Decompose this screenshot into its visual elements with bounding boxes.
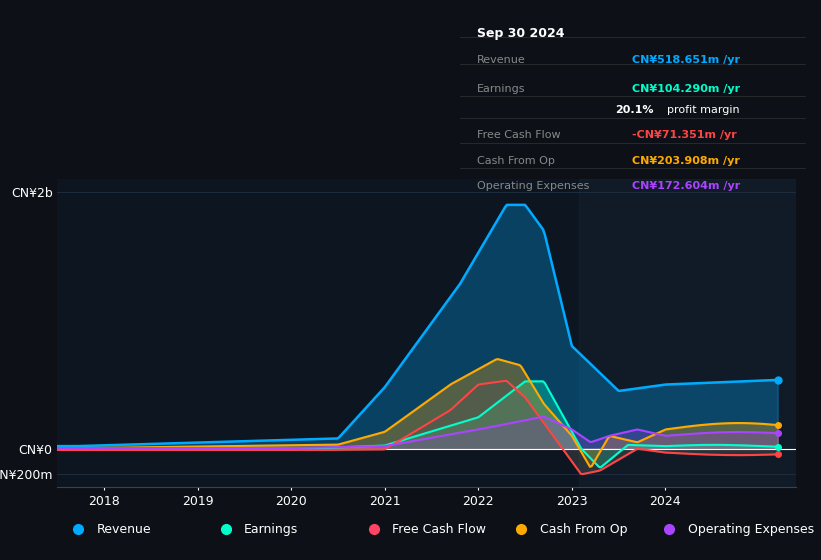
- Text: Cash From Op: Cash From Op: [477, 156, 555, 166]
- Text: -CN¥71.351m /yr: -CN¥71.351m /yr: [632, 130, 737, 141]
- Text: Operating Expenses: Operating Expenses: [688, 522, 814, 536]
- Text: Revenue: Revenue: [477, 55, 525, 65]
- Text: Sep 30 2024: Sep 30 2024: [477, 26, 565, 40]
- Text: CN¥518.651m /yr: CN¥518.651m /yr: [632, 55, 741, 65]
- Bar: [580, 179, 805, 487]
- Text: Revenue: Revenue: [97, 522, 151, 536]
- Text: CN¥203.908m /yr: CN¥203.908m /yr: [632, 156, 740, 166]
- Text: Cash From Op: Cash From Op: [540, 522, 627, 536]
- Text: 20.1%: 20.1%: [615, 105, 654, 115]
- Text: Earnings: Earnings: [245, 522, 299, 536]
- Text: CN¥104.290m /yr: CN¥104.290m /yr: [632, 84, 741, 94]
- Text: Operating Expenses: Operating Expenses: [477, 181, 589, 190]
- Text: Free Cash Flow: Free Cash Flow: [392, 522, 486, 536]
- Text: Earnings: Earnings: [477, 84, 525, 94]
- Text: profit margin: profit margin: [667, 105, 739, 115]
- Text: CN¥172.604m /yr: CN¥172.604m /yr: [632, 181, 741, 190]
- Text: Free Cash Flow: Free Cash Flow: [477, 130, 561, 141]
